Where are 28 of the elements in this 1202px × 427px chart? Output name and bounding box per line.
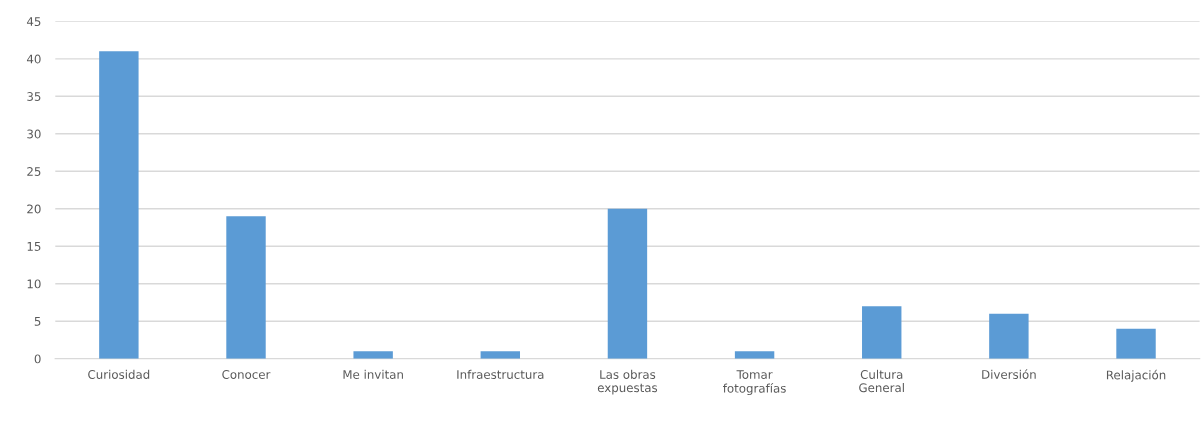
bar: [607, 208, 648, 359]
bar: [989, 313, 1029, 359]
x-tick-label: Cultura General: [859, 369, 904, 393]
x-tick-label: Curiosidad: [88, 369, 150, 379]
bar: [99, 51, 139, 359]
y-tick-label: 5: [34, 317, 41, 326]
x-tick-label: Conocer: [222, 370, 271, 379]
x-tick-label: Diversión: [982, 369, 1036, 379]
bar: [734, 351, 775, 359]
y-tick-label: 20: [27, 204, 41, 214]
y-tick-label: 25: [27, 167, 41, 176]
x-tick-label: Infraestructura: [457, 369, 544, 379]
y-tick-label: 15: [27, 242, 41, 251]
bar: [226, 216, 266, 359]
y-tick-label: 30: [27, 129, 41, 139]
y-tick-label: 45: [26, 17, 41, 26]
x-tick-label: Las obras expuestas: [597, 369, 658, 395]
y-tick-label: 0: [34, 354, 41, 364]
bar: [480, 351, 521, 359]
bar: [862, 306, 902, 359]
x-tick-label: Relajación: [1106, 369, 1166, 382]
x-tick-label: Me invitan: [343, 369, 403, 379]
y-tick-label: 40: [26, 54, 41, 64]
y-tick-label: 35: [27, 92, 41, 101]
bar: [1116, 328, 1156, 359]
x-tick-label: Tomar fotografías: [723, 370, 786, 395]
y-tick-label: 10: [27, 279, 41, 289]
bar: [353, 351, 393, 359]
